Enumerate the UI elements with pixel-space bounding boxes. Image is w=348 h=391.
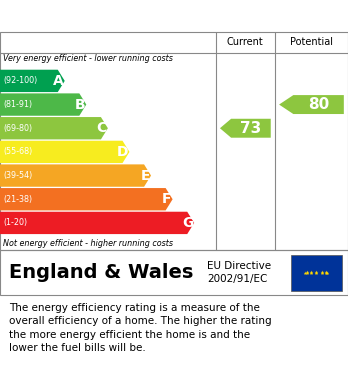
Text: Potential: Potential [290,38,333,47]
Text: 80: 80 [308,97,329,112]
Polygon shape [0,164,151,187]
Polygon shape [0,70,65,92]
Text: (81-91): (81-91) [3,100,33,109]
Polygon shape [0,117,108,140]
Text: (21-38): (21-38) [3,195,33,204]
Text: Energy Efficiency Rating: Energy Efficiency Rating [9,9,230,24]
Text: F: F [162,192,172,206]
Polygon shape [0,212,194,234]
Text: (55-68): (55-68) [3,147,33,156]
Text: D: D [117,145,128,159]
Polygon shape [220,119,271,138]
Text: B: B [74,98,85,111]
Bar [291,255,342,291]
Text: (39-54): (39-54) [3,171,33,180]
Text: Not energy efficient - higher running costs: Not energy efficient - higher running co… [3,239,174,248]
Text: (1-20): (1-20) [3,219,27,228]
Polygon shape [0,93,86,116]
Text: G: G [182,216,193,230]
Polygon shape [0,188,173,210]
Text: Current: Current [227,38,264,47]
Text: Very energy efficient - lower running costs: Very energy efficient - lower running co… [3,54,173,63]
Text: (92-100): (92-100) [3,76,38,85]
Text: (69-80): (69-80) [3,124,33,133]
Text: The energy efficiency rating is a measure of the
overall efficiency of a home. T: The energy efficiency rating is a measur… [9,303,271,353]
Polygon shape [279,95,344,114]
Text: E: E [141,169,150,183]
Text: C: C [97,121,107,135]
Text: EU Directive
2002/91/EC: EU Directive 2002/91/EC [207,261,271,284]
Text: England & Wales: England & Wales [9,263,193,282]
Text: 73: 73 [240,121,262,136]
Text: A: A [53,74,64,88]
Polygon shape [0,141,129,163]
